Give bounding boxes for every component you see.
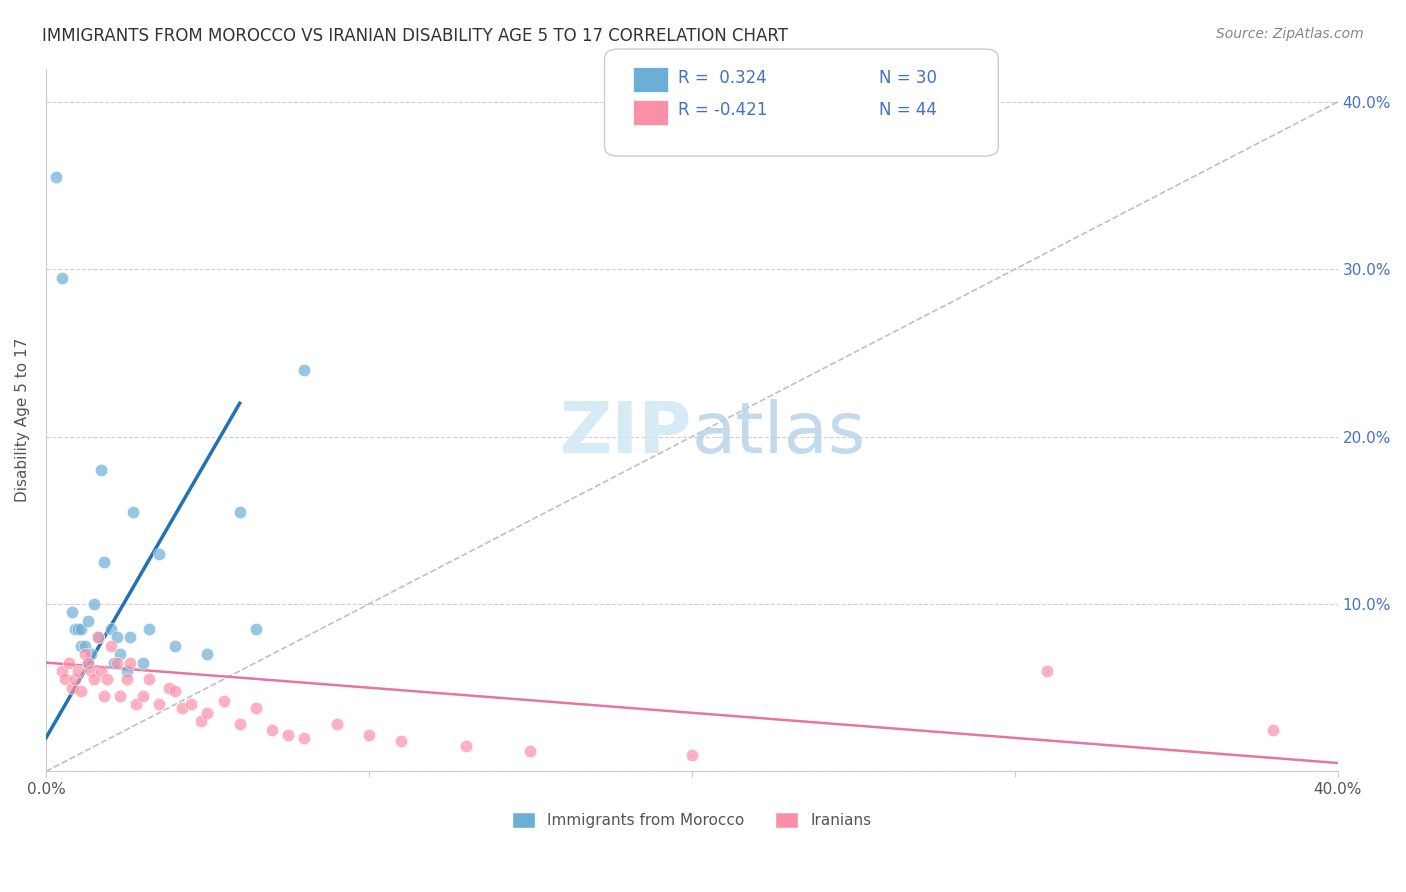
Point (80, 664, 103, 678)
Point (105, 631, 128, 645)
Point (100, 639, 122, 653)
Point (86, 631, 108, 645)
Y-axis label: Disability Age 5 to 17: Disability Age 5 to 17 (15, 338, 30, 502)
Point (110, 647, 132, 661)
Text: R = -0.421: R = -0.421 (678, 101, 768, 119)
Point (157, 681, 180, 695)
Point (325, 717, 347, 731)
Point (77, 614, 100, 628)
Point (77, 656, 100, 670)
Text: N = 44: N = 44 (879, 101, 936, 119)
Point (115, 664, 138, 678)
Point (389, 734, 412, 748)
Point (67, 622, 90, 636)
Point (86, 631, 108, 645)
Point (292, 731, 315, 745)
Point (51, 664, 73, 678)
Point (132, 656, 155, 670)
Point (100, 622, 122, 636)
Point (1036, 664, 1059, 678)
Point (118, 656, 141, 670)
Text: N = 30: N = 30 (879, 69, 936, 87)
Point (197, 647, 219, 661)
Point (197, 706, 219, 720)
Point (228, 505, 250, 519)
Point (681, 747, 703, 762)
Text: R =  0.324: R = 0.324 (678, 69, 766, 87)
Point (148, 698, 170, 712)
Point (245, 622, 267, 636)
Point (115, 673, 138, 687)
Point (190, 714, 212, 728)
Point (170, 700, 193, 714)
Point (228, 717, 250, 731)
Point (357, 727, 380, 741)
Point (45, 170, 67, 185)
Point (260, 723, 283, 737)
Point (519, 744, 541, 758)
Point (51, 270, 73, 285)
Point (63, 622, 86, 636)
Text: Source: ZipAtlas.com: Source: ZipAtlas.com (1216, 27, 1364, 41)
Text: ZIP: ZIP (560, 400, 692, 468)
Point (83, 673, 105, 687)
Point (138, 673, 160, 687)
Point (90, 463, 112, 477)
Text: IMMIGRANTS FROM MOROCCO VS IRANIAN DISABILITY AGE 5 TO 17 CORRELATION CHART: IMMIGRANTS FROM MOROCCO VS IRANIAN DISAB… (42, 27, 789, 45)
Point (93, 555, 115, 569)
Point (67, 664, 90, 678)
Point (83, 597, 105, 611)
Point (138, 622, 160, 636)
Point (110, 689, 132, 703)
Point (165, 639, 187, 653)
Point (90, 664, 112, 678)
Point (53, 673, 76, 687)
Point (77, 656, 100, 670)
Point (103, 656, 125, 670)
Point (125, 698, 148, 712)
Point (122, 505, 145, 519)
Point (63, 673, 86, 687)
Point (70, 622, 93, 636)
Point (454, 739, 477, 754)
Point (73, 647, 96, 661)
Point (73, 639, 96, 653)
Point (148, 547, 170, 561)
Point (58, 656, 80, 670)
Point (277, 727, 299, 741)
Point (292, 363, 315, 377)
Point (60, 681, 83, 695)
Point (93, 689, 115, 703)
Point (105, 656, 128, 670)
Point (245, 700, 267, 714)
Point (70, 684, 93, 698)
Legend: Immigrants from Morocco, Iranians: Immigrants from Morocco, Iranians (506, 805, 877, 834)
Point (1261, 723, 1284, 737)
Point (96, 673, 118, 687)
Point (80, 647, 103, 661)
Point (70, 639, 93, 653)
Point (165, 684, 187, 698)
Text: atlas: atlas (692, 400, 866, 468)
Point (180, 698, 202, 712)
Point (118, 631, 141, 645)
Point (60, 606, 83, 620)
Point (212, 694, 235, 708)
Point (132, 689, 155, 703)
